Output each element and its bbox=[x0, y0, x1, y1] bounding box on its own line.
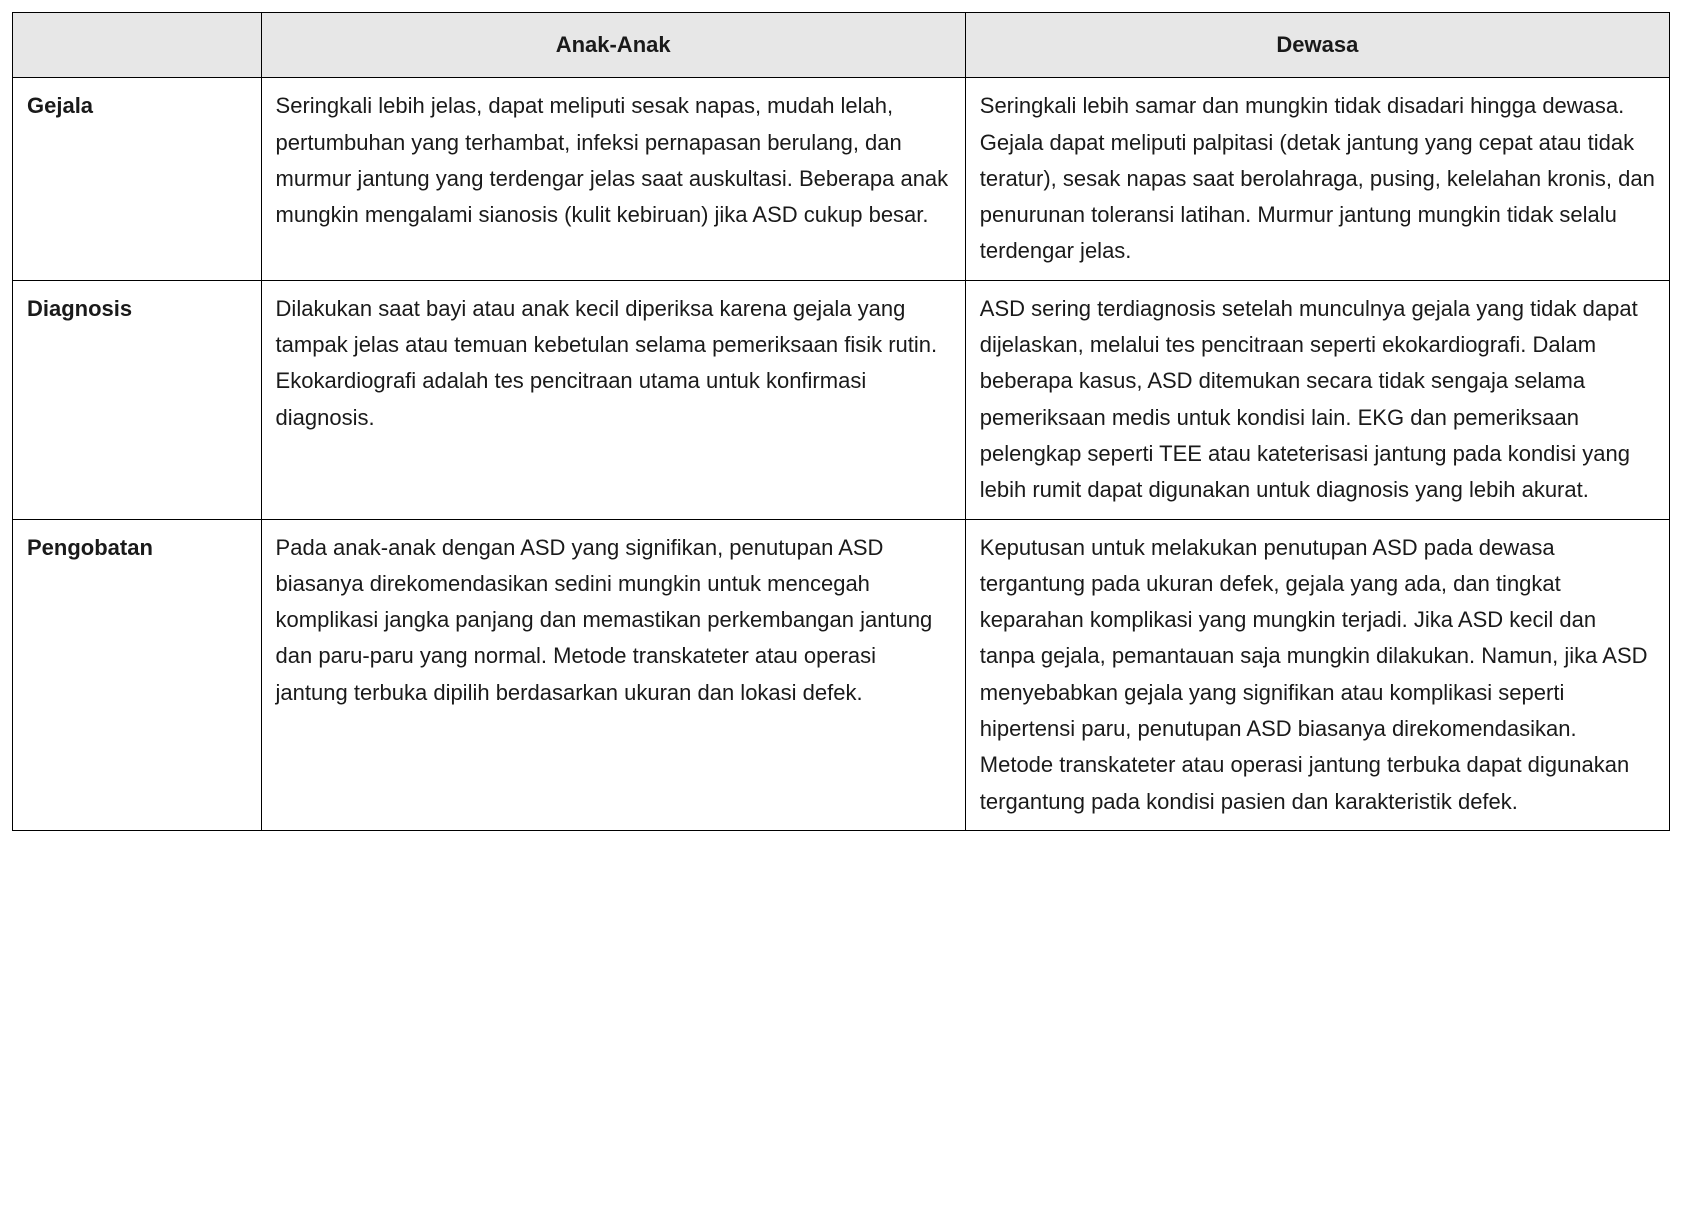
table-row: Gejala Seringkali lebih jelas, dapat mel… bbox=[13, 78, 1670, 280]
header-anak: Anak-Anak bbox=[261, 13, 965, 78]
row-label-diagnosis: Diagnosis bbox=[13, 280, 262, 519]
row-label-pengobatan: Pengobatan bbox=[13, 519, 262, 830]
cell-diagnosis-anak: Dilakukan saat bayi atau anak kecil dipe… bbox=[261, 280, 965, 519]
cell-pengobatan-anak: Pada anak-anak dengan ASD yang signifika… bbox=[261, 519, 965, 830]
cell-pengobatan-dewasa: Keputusan untuk melakukan penutupan ASD … bbox=[965, 519, 1669, 830]
cell-diagnosis-dewasa: ASD sering terdiagnosis setelah munculny… bbox=[965, 280, 1669, 519]
row-label-gejala: Gejala bbox=[13, 78, 262, 280]
cell-gejala-dewasa: Seringkali lebih samar dan mungkin tidak… bbox=[965, 78, 1669, 280]
table-row: Diagnosis Dilakukan saat bayi atau anak … bbox=[13, 280, 1670, 519]
header-empty bbox=[13, 13, 262, 78]
table-row: Pengobatan Pada anak-anak dengan ASD yan… bbox=[13, 519, 1670, 830]
header-dewasa: Dewasa bbox=[965, 13, 1669, 78]
table-header-row: Anak-Anak Dewasa bbox=[13, 13, 1670, 78]
comparison-table: Anak-Anak Dewasa Gejala Seringkali lebih… bbox=[12, 12, 1670, 831]
cell-gejala-anak: Seringkali lebih jelas, dapat meliputi s… bbox=[261, 78, 965, 280]
